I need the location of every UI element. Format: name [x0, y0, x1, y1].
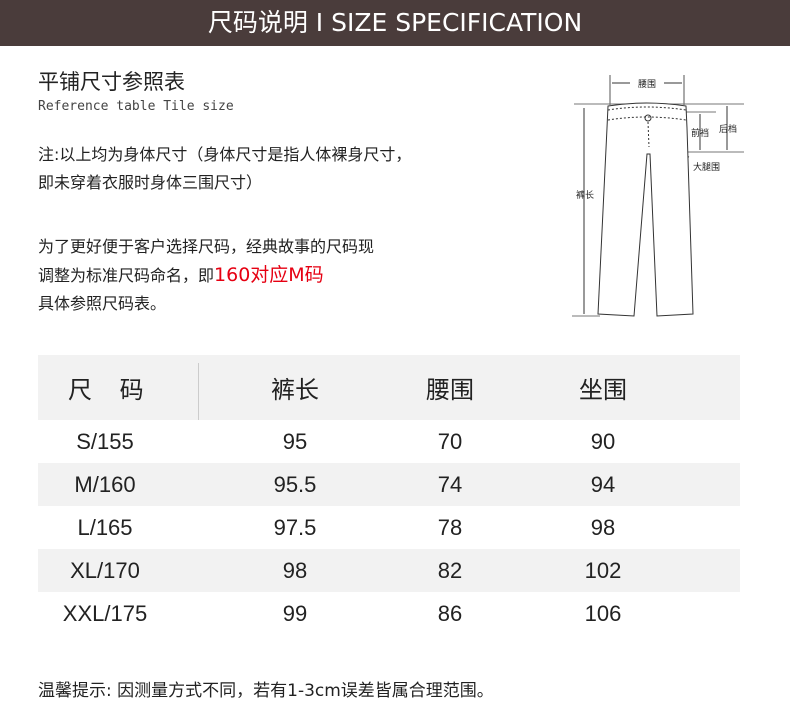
cell-waist: 86 [437, 600, 463, 626]
label-back-rise: 后档 [719, 123, 737, 135]
cell-waist: 82 [437, 557, 463, 583]
table-row: S/155 95 70 90 [38, 420, 740, 463]
cell-size: L/165 [77, 514, 133, 540]
pants-diagram: 腰围 前裆 后档 大腿围 裤长 [572, 75, 744, 317]
section-title: 平铺尺寸参照表 [38, 70, 185, 94]
header-size: 尺 码 [68, 376, 154, 404]
header-hip: 坐围 [579, 376, 627, 404]
cell-length: 97.5 [273, 514, 317, 540]
cell-hip: 94 [590, 471, 616, 497]
cell-size: M/160 [74, 471, 136, 497]
table-row: L/165 97.5 78 98 [38, 506, 740, 549]
desc-highlight: 160对应M码 [214, 264, 324, 286]
desc-line: 具体参照尺码表。 [38, 294, 167, 313]
header-length: 裤长 [271, 376, 319, 404]
note: 注:以上均为身体尺寸（身体尺寸是指人体裸身尺寸， 即未穿着衣服时身体三围尺寸） [38, 141, 411, 197]
description: 为了更好便于客户选择尺码，经典故事的尺码现 调整为标准尺码命名，即160对应M码… [38, 233, 374, 318]
cell-hip: 90 [590, 428, 616, 454]
table-row: M/160 95.5 74 94 [38, 463, 740, 506]
cell-hip: 106 [584, 600, 622, 626]
cell-length: 95 [282, 428, 308, 454]
header-waist: 腰围 [426, 376, 474, 404]
banner-title: 尺码说明 I SIZE SPECIFICATION [0, 0, 790, 46]
desc-text: 调整为标准尺码命名，即 [38, 266, 215, 285]
cell-waist: 70 [437, 428, 463, 454]
cell-waist: 74 [437, 471, 463, 497]
cell-hip: 102 [584, 557, 622, 583]
column-divider [198, 363, 199, 420]
label-front-rise: 前裆 [691, 127, 709, 139]
desc-line: 为了更好便于客户选择尺码，经典故事的尺码现 [38, 237, 375, 256]
size-table: 尺 码 裤长 腰围 坐围 S/155 95 70 90 M/160 95.5 7… [38, 355, 740, 635]
label-length: 裤长 [576, 189, 594, 201]
table-header: 尺 码 裤长 腰围 坐围 [38, 355, 740, 420]
cell-hip: 98 [590, 514, 616, 540]
cell-length: 98 [282, 557, 308, 583]
cell-length: 99 [282, 600, 308, 626]
cell-length: 95.5 [273, 471, 317, 497]
label-thigh: 大腿围 [693, 161, 720, 173]
cell-waist: 78 [437, 514, 463, 540]
label-waist: 腰围 [638, 79, 656, 90]
cell-size: XL/170 [70, 557, 140, 583]
note-line: 即未穿着衣服时身体三围尺寸） [38, 173, 263, 192]
cell-size: XXL/175 [62, 600, 148, 626]
cell-size: S/155 [76, 428, 134, 454]
table-row: XL/170 98 82 102 [38, 549, 740, 592]
footer-tip: 温馨提示: 因测量方式不同，若有1-3cm误差皆属合理范围。 [38, 681, 494, 701]
desc-line: 调整为标准尺码命名，即160对应M码 [38, 261, 374, 290]
note-line: 注:以上均为身体尺寸（身体尺寸是指人体裸身尺寸， [38, 145, 412, 164]
table-row: XXL/175 99 86 106 [38, 592, 740, 635]
section-subtitle: Reference table Tile size [38, 99, 234, 114]
